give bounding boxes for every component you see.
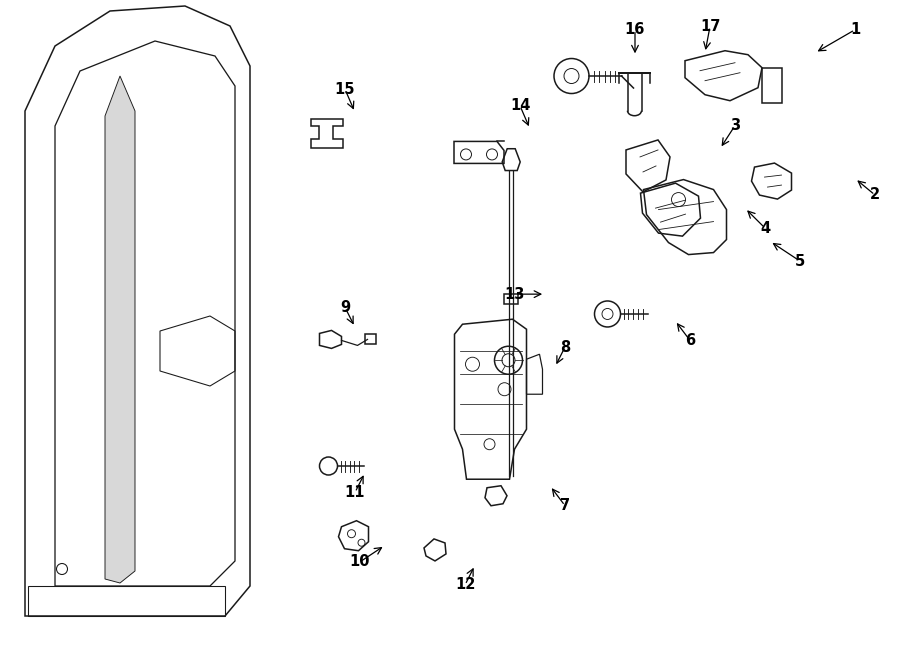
- Text: 10: 10: [350, 555, 370, 569]
- Text: 6: 6: [685, 333, 695, 348]
- Text: 14: 14: [509, 98, 530, 113]
- Bar: [504, 294, 518, 304]
- Text: 3: 3: [730, 118, 740, 133]
- Text: 4: 4: [760, 221, 770, 235]
- Text: 7: 7: [560, 498, 570, 513]
- Text: 16: 16: [625, 22, 645, 37]
- Text: 12: 12: [454, 578, 475, 592]
- Text: 9: 9: [340, 300, 350, 315]
- Text: 11: 11: [345, 485, 365, 500]
- Text: 8: 8: [560, 340, 570, 354]
- Polygon shape: [105, 76, 135, 583]
- Text: 5: 5: [795, 254, 806, 268]
- Text: 13: 13: [505, 287, 526, 301]
- Text: 2: 2: [870, 188, 880, 202]
- Text: 1: 1: [850, 22, 860, 37]
- Text: 15: 15: [335, 82, 356, 97]
- Text: 17: 17: [700, 19, 720, 34]
